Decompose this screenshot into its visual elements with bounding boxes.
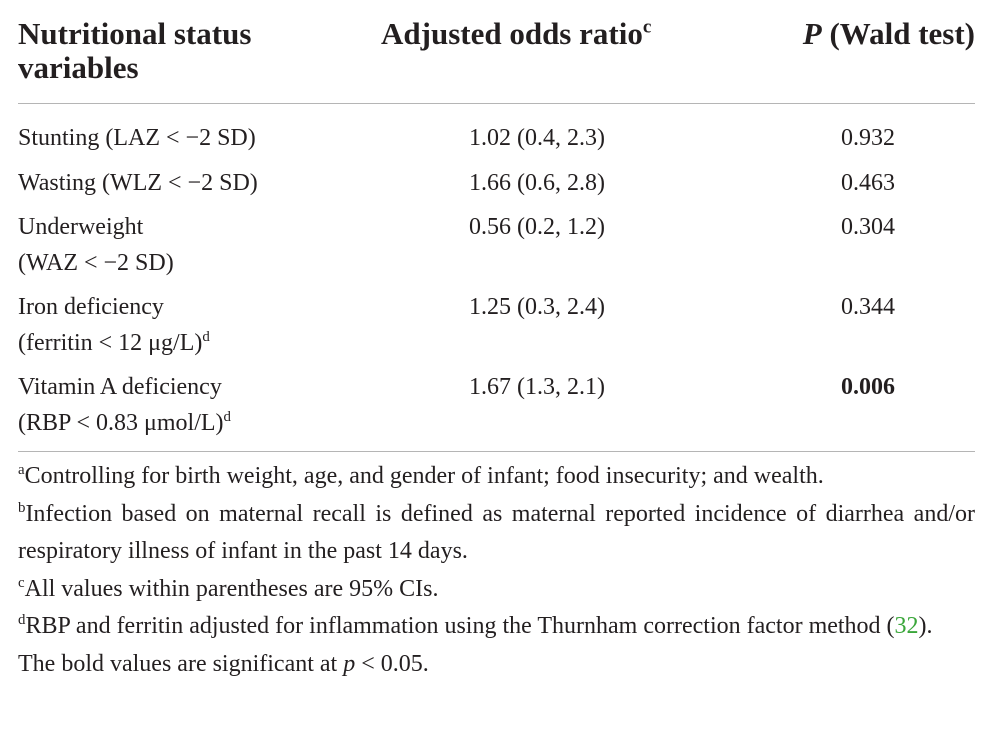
row-odds-ratio: 0.56 (0.2, 1.2) (469, 214, 605, 240)
row-odds-ratio: 1.66 (0.6, 2.8) (469, 170, 605, 196)
row-p-value: 0.344 (841, 294, 895, 320)
row-p-value: 0.304 (841, 214, 895, 240)
row-odds-ratio: 1.02 (0.4, 2.3) (469, 125, 605, 151)
row-p-value: 0.463 (841, 170, 895, 196)
header-p-value: P (Wald test) (803, 17, 975, 51)
row-variable: Vitamin A deficiency (RBP < 0.83 μmol/L)d (18, 369, 378, 441)
footnote-marker-d: d (223, 409, 231, 425)
table-body: Stunting (LAZ < −2 SD) 1.02 (0.4, 2.3) 0… (18, 104, 975, 452)
row-variable: Stunting (LAZ < −2 SD) (18, 120, 378, 156)
footnote-c-text: All values within parentheses are 95% CI… (24, 575, 439, 602)
reference-link-32[interactable]: 32 (894, 613, 919, 639)
footnote-a: aControlling for birth weight, age, and … (18, 458, 975, 496)
row-variable-line1: Vitamin A deficiency (18, 374, 222, 400)
footnote-b-text: Infection based on maternal recall is de… (18, 500, 975, 565)
footnote-d-mark: d (18, 612, 26, 628)
header-nutritional-status: Nutritional status variables (18, 16, 252, 85)
row-p-value: 0.932 (841, 125, 895, 151)
row-odds-ratio: 1.25 (0.3, 2.4) (469, 294, 605, 320)
row-variable-line1: Stunting (LAZ < −2 SD) (18, 125, 256, 151)
footnote-d-text: RBP and ferritin adjusted for inflammati… (25, 613, 895, 639)
bold-significance-note: The bold values are significant at p < 0… (18, 646, 975, 684)
row-variable-line1: Wasting (WLZ < −2 SD) (18, 170, 258, 196)
row-p-value-significant: 0.006 (841, 374, 895, 400)
header-adjusted-odds-ratio: Adjusted odds ratioc (381, 17, 651, 51)
footnote-c: cAll values within parentheses are 95% C… (18, 571, 975, 609)
row-variable: Underweight (WAZ < −2 SD) (18, 209, 378, 281)
row-variable-line2: (ferritin < 12 μg/L) (18, 330, 203, 356)
row-variable: Wasting (WLZ < −2 SD) (18, 165, 378, 201)
footnote-b: bInfection based on maternal recall is d… (18, 496, 975, 571)
table-container: Nutritional status variables Adjusted od… (18, 0, 975, 683)
bold-note-pre: The bold values are significant at (18, 650, 344, 677)
row-variable-line2: (RBP < 0.83 μmol/L) (18, 410, 224, 436)
header-p-italic: P (802, 16, 822, 51)
row-odds-ratio: 1.67 (1.3, 2.1) (469, 374, 605, 400)
footnote-marker-c: c (642, 16, 652, 38)
footnote-d-end: ). (918, 613, 933, 639)
footnote-a-text: Controlling for birth weight, age, and g… (24, 463, 824, 489)
footnote-c-mark: c (18, 574, 25, 591)
row-variable-line1: Iron deficiency (18, 294, 164, 320)
table-header: Nutritional status variables Adjusted od… (18, 0, 975, 104)
footnote-b-mark: b (18, 499, 26, 516)
bold-note-post: < 0.05. (355, 650, 429, 677)
header-adjusted-odds-ratio-label: Adjusted odds ratio (381, 16, 643, 51)
table-footnotes: aControlling for birth weight, age, and … (18, 458, 975, 683)
row-variable-line2: (WAZ < −2 SD) (18, 250, 174, 276)
footnote-marker-d: d (202, 329, 210, 345)
header-p-rest: (Wald test) (821, 16, 975, 51)
row-variable-line1: Underweight (18, 214, 144, 240)
footnote-a-mark: a (18, 462, 25, 478)
footnote-d: dRBP and ferritin adjusted for inflammat… (18, 608, 975, 646)
bold-note-var: p (343, 650, 356, 677)
row-variable: Iron deficiency (ferritin < 12 μg/L)d (18, 289, 378, 361)
